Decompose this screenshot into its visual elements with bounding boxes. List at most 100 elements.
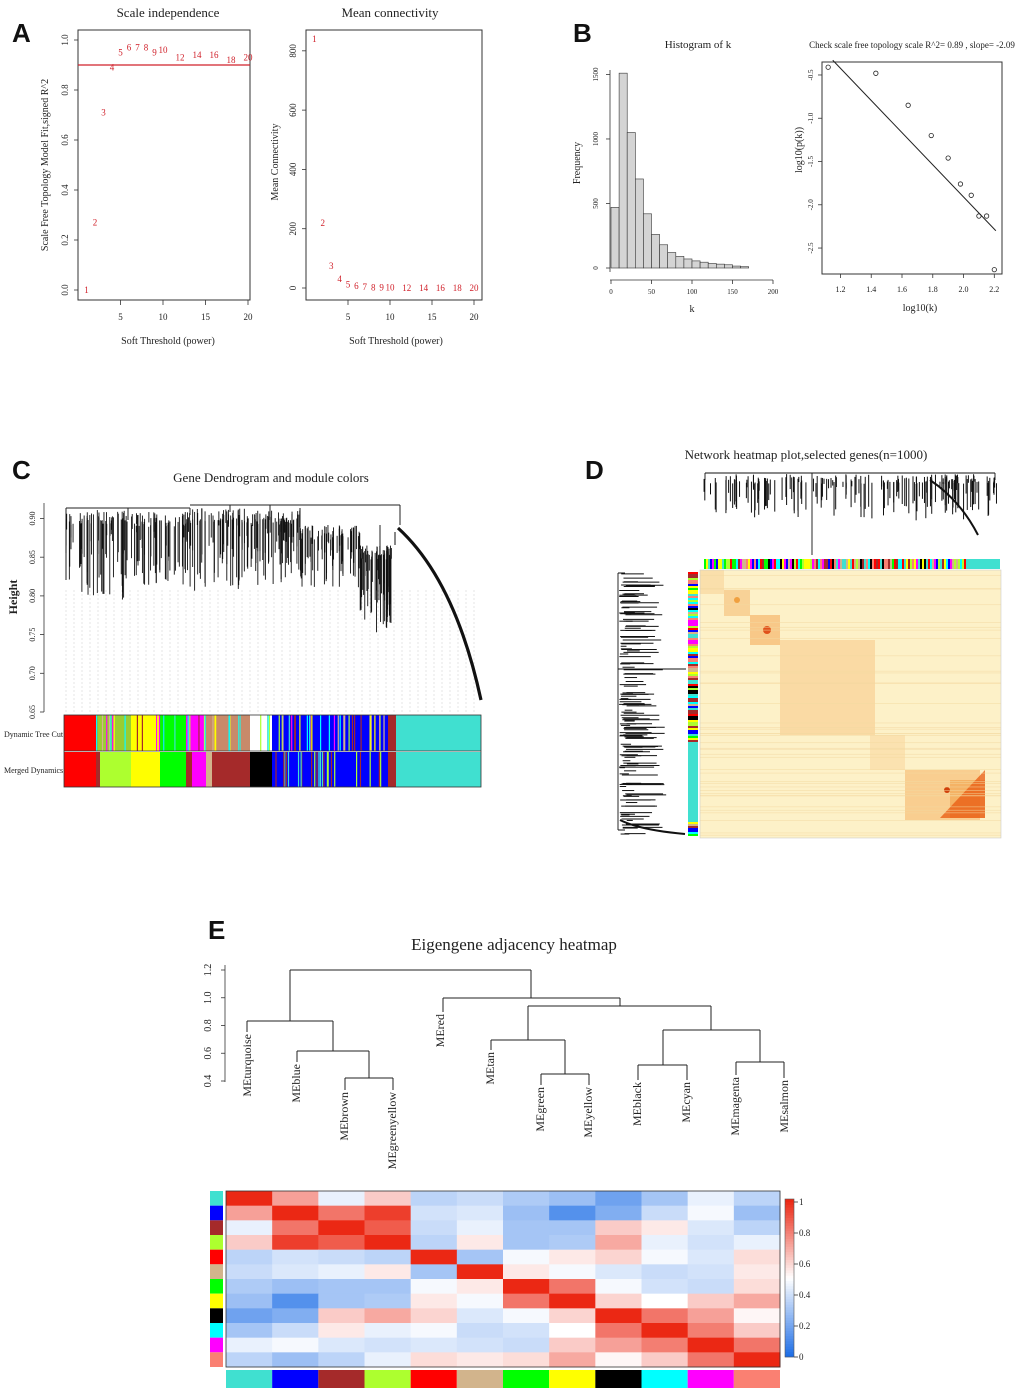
- d-left-color-cell: [688, 646, 698, 648]
- d-top-dendrogram: [703, 472, 997, 555]
- e-colorbar-step: [785, 1206, 794, 1211]
- d-left-color-cell: [688, 798, 698, 800]
- e-heat-cell: [503, 1264, 550, 1280]
- e-col-color-cell: [410, 1370, 457, 1388]
- c-dynamic-stripe: [260, 715, 262, 751]
- d-top-color-cell: [850, 559, 852, 569]
- d-top-color-cell: [750, 559, 752, 569]
- c-merged-color-segment: [186, 752, 192, 787]
- e-heat-cell: [364, 1308, 412, 1324]
- d-left-color-cell: [688, 792, 698, 794]
- e-colorbar-step: [785, 1288, 794, 1292]
- e-colorbar-step: [785, 1301, 794, 1305]
- e-col-color-cell: [641, 1370, 688, 1388]
- d-top-color-cell: [980, 559, 982, 569]
- e-colorbar-step: [785, 1330, 794, 1334]
- panel-label-a: A: [12, 18, 31, 48]
- e-colorbar-step: [785, 1254, 794, 1258]
- e-module-label: MEyellow: [581, 1087, 595, 1138]
- c-dynamic-stripe: [157, 715, 159, 751]
- d-left-color-cell: [688, 712, 698, 714]
- e-module-label: MEsalmon: [777, 1080, 791, 1133]
- d-tom-heatmap: [699, 569, 1002, 839]
- c-ytick-label: 0.85: [28, 550, 37, 564]
- d-top-color-cell: [772, 559, 774, 569]
- b2-data-point: [984, 213, 990, 219]
- e-row-color-cell: [210, 1323, 223, 1338]
- c-merged-stripe: [321, 752, 324, 787]
- d-heat-streak: [700, 769, 1001, 770]
- e-col-color-cell: [733, 1370, 780, 1388]
- e-col-color-cell: [318, 1370, 365, 1388]
- e-heat-cell: [503, 1323, 550, 1339]
- d-left-color-cell: [688, 744, 698, 746]
- a2-title: Mean connectivity: [341, 5, 439, 20]
- c-merged-stripe: [359, 752, 362, 787]
- c-dynamic-stripe: [369, 715, 371, 751]
- d-left-color-cell: [688, 658, 698, 660]
- d-top-color-cell: [792, 559, 794, 569]
- d-left-color-cell: [688, 788, 698, 790]
- d-left-color-cell: [688, 588, 698, 590]
- e-colorbar-step: [785, 1199, 794, 1203]
- d-top-color-cell: [990, 559, 992, 569]
- d-left-color-cell: [688, 592, 698, 594]
- e-heat-cell: [364, 1279, 412, 1295]
- d-top-color-cell: [938, 559, 940, 569]
- c-dynamic-stripe: [282, 715, 284, 751]
- e-module-label: MEcyan: [679, 1082, 693, 1123]
- d-top-color-cell: [958, 559, 960, 569]
- d-left-color-cell: [688, 652, 698, 654]
- d-left-color-cell: [688, 680, 698, 682]
- c-dynamic-color-segment: [96, 715, 131, 751]
- d-top-color-cell: [882, 559, 884, 569]
- b2-ylabel: log10(p(k)): [794, 127, 805, 173]
- c-ytick-label: 0.65: [28, 705, 37, 719]
- panel-a-scale-independence: Scale independence 0.0 0.2 0.4 0.6 0.8 1.0 5 1…: [40, 5, 253, 347]
- d-heat-streak: [700, 574, 1001, 576]
- d-left-color-cell: [688, 644, 698, 646]
- e-module-label: MEgreen: [533, 1087, 547, 1132]
- d-top-color-cell: [758, 559, 760, 569]
- e-col-color-cell: [364, 1370, 411, 1388]
- d-heat-streak: [700, 834, 1001, 836]
- e-heat-cell: [733, 1264, 781, 1280]
- d-left-color-cell: [688, 772, 698, 774]
- e-colorbar-step: [785, 1293, 794, 1297]
- d-left-color-cell: [688, 664, 698, 666]
- e-heat-cell: [410, 1220, 458, 1236]
- e-col-color-cell: [503, 1370, 550, 1388]
- e-eigengene-dendrogram: [246, 969, 785, 1090]
- d-top-color-cell: [912, 559, 914, 569]
- e-heat-cell: [503, 1235, 550, 1251]
- d-left-color-cell: [688, 624, 698, 626]
- d-top-color-cell: [948, 559, 950, 569]
- e-heat-cell: [318, 1264, 365, 1280]
- e-heat-cell: [410, 1205, 458, 1221]
- d-left-color-cell: [688, 700, 698, 702]
- d-left-color-cell: [688, 590, 698, 592]
- d-top-color-cell: [734, 559, 736, 569]
- d-hotspot: [944, 787, 950, 793]
- d-top-color-cell: [888, 559, 890, 569]
- e-module-label: MEtan: [483, 1052, 497, 1085]
- c-dynamic-stripe: [106, 715, 108, 751]
- b1-histogram-bar: [699, 261, 709, 269]
- d-top-color-cell: [880, 559, 882, 569]
- c-merged-color-segment: [388, 752, 396, 787]
- d-top-color-cell: [864, 559, 866, 569]
- d-top-color-cell: [828, 559, 830, 569]
- c-dynamic-color-segment: [205, 715, 250, 751]
- d-left-color-cell: [688, 778, 698, 780]
- a1-ytick-label: 0.4: [60, 184, 70, 196]
- d-heat-streak: [700, 790, 1001, 791]
- e-colorbar-step: [785, 1262, 794, 1266]
- c-merged-stripe: [369, 752, 371, 787]
- d-top-color-cell: [924, 559, 926, 569]
- e-colorbar-step: [785, 1346, 794, 1350]
- e-heat-cell: [226, 1235, 273, 1251]
- d-left-color-cell: [688, 734, 698, 736]
- c-dynamic-stripe: [333, 715, 336, 751]
- e-heat-cell: [595, 1352, 642, 1368]
- b2-ytick-label: -0.5: [807, 69, 815, 81]
